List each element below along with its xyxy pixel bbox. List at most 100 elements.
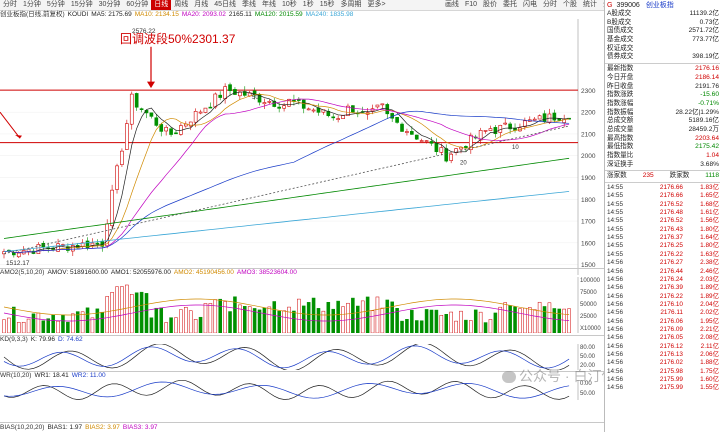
quote-value: 2186.14 (695, 73, 719, 81)
tick-t: 14:55 (607, 184, 623, 192)
period-tab[interactable]: 分时 (3, 1, 17, 8)
volume-bar (351, 297, 355, 333)
tool-tab[interactable]: 分时 (543, 1, 557, 8)
volume-bar (198, 316, 203, 333)
period-tab[interactable]: 30分钟 (98, 1, 121, 8)
candle-body (429, 141, 434, 144)
period-tab[interactable]: 1分钟 (23, 1, 41, 8)
quote-label: 最低指数 (607, 143, 634, 151)
tool-tab[interactable]: 统计 (583, 1, 597, 8)
period-tab[interactable]: 1秒 (302, 1, 314, 8)
tick-p: 2176.39 (659, 284, 683, 292)
period-tab[interactable]: 月线 (194, 1, 209, 8)
tick-row[interactable]: 14:56 2176.10 2.04亿 (605, 301, 720, 309)
tick-t: 14:56 (607, 275, 623, 283)
tick-row[interactable]: 14:55 2176.43 1.80亿 (605, 226, 720, 234)
period-tab[interactable]: 15秒 (319, 1, 335, 8)
tick-row[interactable]: 14:56 2176.13 2.06亿 (605, 351, 720, 359)
tick-row[interactable]: 14:56 2176.12 2.11亿 (605, 343, 720, 351)
period-tab[interactable]: 更多> (367, 1, 386, 8)
volume-bar (12, 306, 16, 333)
tick-row[interactable]: 14:56 2176.02 1.88亿 (605, 359, 720, 367)
tick-row[interactable]: 14:55 2176.48 1.61亿 (605, 209, 720, 217)
indicator-value: WR2: 11.00 (71, 372, 106, 379)
volume-bar (523, 307, 527, 333)
candle-body (85, 240, 90, 249)
volume-bar (478, 311, 483, 333)
candle-body (16, 252, 21, 258)
tool-tab[interactable]: F10 (464, 1, 477, 8)
tick-p: 2176.27 (659, 259, 683, 267)
candle-body (311, 109, 316, 112)
tick-a: 2.08亿 (700, 334, 719, 342)
indicator-title: KD(9,3,3) (0, 336, 28, 343)
tick-row[interactable]: 14:56 2175.98 1.75亿 (605, 368, 720, 376)
period-tab[interactable]: 年线 (262, 1, 276, 8)
tick-a: 1.60亿 (700, 375, 719, 383)
arrow-head (15, 135, 22, 139)
tick-row[interactable]: 14:55 2176.25 1.80亿 (605, 242, 720, 250)
period-tab[interactable]: 日线 (151, 0, 172, 10)
kdj-chart[interactable]: 80.00 50.00 20.00 (0, 344, 604, 370)
tool-tab[interactable]: 闪电 (523, 1, 537, 8)
tick-row[interactable]: 14:56 2176.06 1.95亿 (605, 318, 720, 326)
candle-body (434, 142, 439, 153)
tick-p: 2176.44 (659, 267, 683, 275)
candle-body (439, 147, 444, 153)
indicator-title: 创业板指(日线,前复权) (0, 11, 65, 18)
volume-bar (223, 301, 227, 333)
tick-row[interactable]: 14:55 2176.52 1.56亿 (605, 217, 720, 225)
period-tab[interactable]: 45日线 (214, 1, 236, 8)
tick-row[interactable]: 14:56 2176.39 1.89亿 (605, 284, 720, 292)
tool-tab[interactable]: 委托 (503, 1, 517, 8)
candle-body (375, 104, 380, 108)
candle-body (306, 108, 311, 111)
tick-row[interactable]: 14:56 2176.09 2.21亿 (605, 326, 720, 334)
period-tab[interactable]: 10秒 (282, 1, 297, 8)
volume-bar (311, 297, 316, 333)
volume-chart[interactable]: 100000 75000 50000 25000 X10000 (0, 277, 604, 333)
period-tab[interactable]: 15分钟 (70, 1, 93, 8)
tool-tab[interactable]: 画线 (444, 1, 459, 8)
tick-row[interactable]: 14:56 2176.22 1.89亿 (605, 293, 720, 301)
tick-row[interactable]: 14:56 2176.05 2.08亿 (605, 334, 720, 342)
period-tab[interactable]: 60分钟 (126, 1, 149, 8)
volume-bar (341, 306, 345, 333)
tick-row[interactable]: 14:55 2176.66 1.65亿 (605, 192, 720, 200)
period-tab[interactable]: 季线 (242, 1, 256, 8)
volume-bar (16, 322, 21, 333)
candle-body (120, 150, 124, 165)
tick-row[interactable]: 14:55 2176.66 1.83亿 (605, 184, 720, 192)
tool-tab[interactable]: 股价 (483, 1, 497, 8)
oscillator-line (3, 345, 570, 369)
period-tab[interactable]: 多周期 (340, 1, 362, 8)
candle-body (400, 123, 404, 132)
period-tab[interactable]: 周线 (174, 1, 189, 8)
tick-row[interactable]: 14:56 2175.99 1.55亿 (605, 384, 720, 392)
candle-body (36, 244, 41, 254)
tool-tab[interactable]: 个股 (563, 1, 577, 8)
candle-body (267, 101, 272, 103)
tick-row[interactable]: 14:55 2176.22 1.63亿 (605, 251, 720, 259)
tick-list[interactable]: 14:55 2176.66 1.83亿 14:55 2176.66 1.65亿 14:55 2… (605, 184, 720, 393)
volume-bar (2, 319, 6, 333)
wr-chart[interactable]: 0.00 50.00 (0, 380, 604, 400)
quote-value: 3.68% (700, 160, 719, 168)
tick-row[interactable]: 14:56 2176.27 2.38亿 (605, 259, 720, 267)
candle-body (410, 131, 414, 135)
volume-bar (513, 306, 517, 333)
tick-row[interactable]: 14:56 2175.99 1.60亿 (605, 376, 720, 384)
tick-row[interactable]: 14:56 2176.11 2.02亿 (605, 309, 720, 317)
tick-row[interactable]: 14:56 2176.24 2.03亿 (605, 276, 720, 284)
tick-row[interactable]: 14:55 2176.37 1.64亿 (605, 234, 720, 242)
volume-bar (405, 319, 409, 333)
period-tab[interactable]: 5分钟 (46, 1, 65, 8)
y-tick-label: 1800 (581, 197, 596, 204)
volume-bar (36, 312, 41, 333)
tick-row[interactable]: 14:56 2176.44 2.46亿 (605, 268, 720, 276)
candlestick-chart[interactable]: 2300 2200 2100 2000 1900 1800 1700 1600 1500 2576… (0, 19, 604, 275)
volume-bar (562, 308, 566, 333)
tick-row[interactable]: 14:55 2176.52 1.68亿 (605, 201, 720, 209)
tick-t: 14:55 (607, 242, 623, 250)
volume-bar (473, 309, 478, 333)
